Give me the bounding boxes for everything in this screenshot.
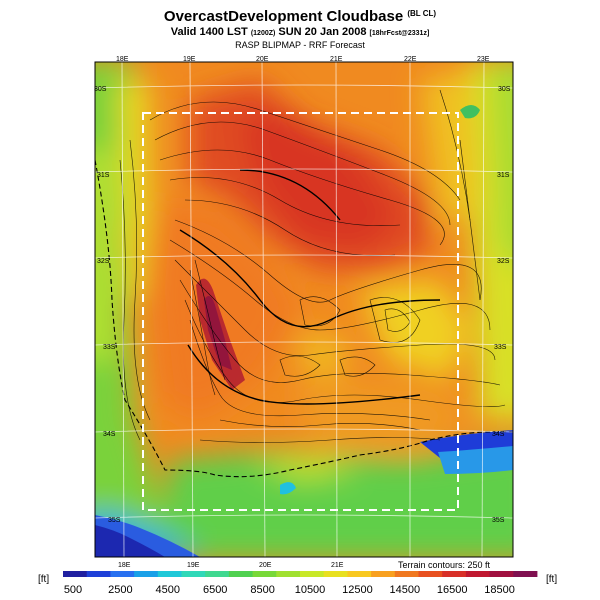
lon-label: 21E	[331, 562, 344, 569]
lon-label: 20E	[256, 56, 269, 63]
lon-label: 23E	[477, 56, 490, 63]
legend-swatch	[418, 571, 443, 577]
legend-tick-label: 8500	[250, 584, 274, 596]
map-title: OvercastDevelopment Cloudbase (BL CL)	[0, 8, 600, 25]
color-legend: 500 2500 4500 6500 8500 10500 12500 14500 16500 1…	[63, 571, 538, 596]
legend-tick-label: 18500	[484, 584, 515, 596]
lat-label: 34S	[103, 431, 116, 438]
longitude-labels-bottom: 18E 19E 20E 21E	[118, 562, 344, 569]
legend-swatch	[252, 571, 277, 577]
legend-swatch	[394, 571, 419, 577]
title-tag: (BL CL)	[407, 9, 437, 18]
lat-label: 35S	[108, 517, 121, 524]
legend-swatch	[157, 571, 182, 577]
longitude-labels-top: 18E 19E 20E 21E 22E 23E	[116, 56, 490, 63]
legend-swatch	[513, 571, 538, 577]
lat-label: 30S	[94, 86, 107, 93]
legend-tick-label: 12500	[342, 584, 373, 596]
legend-tick-label: 4500	[156, 584, 180, 596]
cloudbase-field	[95, 62, 513, 557]
latitude-labels-left: 30S 31S 32S 33S 34S 35S	[94, 86, 121, 524]
lon-label: 22E	[404, 56, 417, 63]
lon-label: 21E	[330, 56, 343, 63]
legend-swatch	[276, 571, 301, 577]
legend-tick-label: 2500	[108, 584, 132, 596]
legend-swatch	[110, 571, 135, 577]
map-subtitle: RASP BLIPMAP - RRF Forecast	[235, 40, 365, 50]
lat-label: 32S	[497, 258, 510, 265]
lat-label: 30S	[498, 86, 511, 93]
legend-tick-label: 500	[64, 584, 82, 596]
valid-date: SUN 20 Jan 2008	[278, 26, 367, 38]
lat-label: 31S	[497, 172, 510, 179]
lat-label: 31S	[97, 172, 110, 179]
legend-swatch	[63, 571, 88, 577]
lat-label: 35S	[492, 517, 505, 524]
valid-suffix: [18hrFcst@2331z]	[369, 30, 430, 37]
lat-label: 32S	[97, 258, 110, 265]
legend-swatch	[489, 571, 514, 577]
legend-swatch	[371, 571, 396, 577]
legend-swatch	[465, 571, 490, 577]
latitude-labels-right: 30S 31S 32S 33S 34S 35S	[492, 86, 511, 524]
legend-ticks: 500 2500 4500 6500 8500 10500 12500 14500 16500 1…	[64, 584, 515, 596]
legend-tick-label: 6500	[203, 584, 227, 596]
valid-prefix: Valid 1400 LST	[170, 26, 248, 38]
valid-time: Valid 1400 LST (1200Z) SUN 20 Jan 2008 […	[0, 26, 600, 38]
legend-swatch	[347, 571, 372, 577]
terrain-contours-note: Terrain contours: 250 ft	[398, 560, 491, 570]
legend-swatch	[323, 571, 348, 577]
legend-swatch	[181, 571, 206, 577]
lat-label: 34S	[492, 431, 505, 438]
legend-swatch	[134, 571, 159, 577]
legend-swatch	[86, 571, 111, 577]
lon-label: 19E	[183, 56, 196, 63]
lon-label: 20E	[259, 562, 272, 569]
legend-tick-label: 10500	[295, 584, 326, 596]
legend-swatch	[442, 571, 467, 577]
legend-bar	[63, 571, 538, 577]
legend-swatch	[205, 571, 230, 577]
legend-unit-right: [ft]	[546, 574, 558, 585]
lat-label: 33S	[103, 344, 116, 351]
legend-tick-label: 14500	[390, 584, 421, 596]
legend-swatch	[228, 571, 253, 577]
lon-label: 18E	[118, 562, 131, 569]
valid-code: (1200Z)	[250, 30, 276, 37]
lon-label: 18E	[116, 56, 129, 63]
legend-swatch	[300, 571, 325, 577]
legend-unit-left: [ft]	[38, 574, 50, 585]
lat-label: 33S	[494, 344, 507, 351]
legend-tick-label: 16500	[437, 584, 468, 596]
lon-label: 19E	[187, 562, 200, 569]
title-main: OvercastDevelopment Cloudbase	[163, 8, 404, 25]
